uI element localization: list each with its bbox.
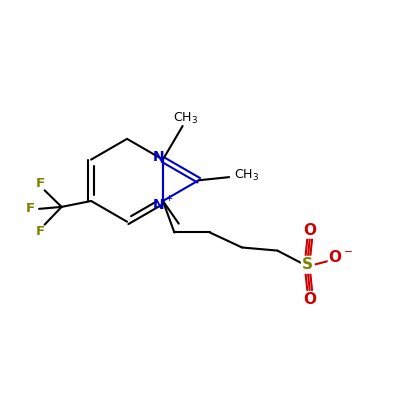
Text: O$^-$: O$^-$ xyxy=(328,249,354,265)
Text: CH$_3$: CH$_3$ xyxy=(173,111,198,126)
Text: F: F xyxy=(26,202,34,215)
Text: $^+$: $^+$ xyxy=(164,194,174,208)
Text: F: F xyxy=(35,177,44,190)
Text: O: O xyxy=(303,223,316,238)
Text: CH$_3$: CH$_3$ xyxy=(234,168,259,183)
Text: F: F xyxy=(35,225,44,238)
Text: N: N xyxy=(152,198,164,212)
Text: S: S xyxy=(302,257,313,272)
Text: O: O xyxy=(303,292,316,306)
Text: N: N xyxy=(152,150,164,164)
